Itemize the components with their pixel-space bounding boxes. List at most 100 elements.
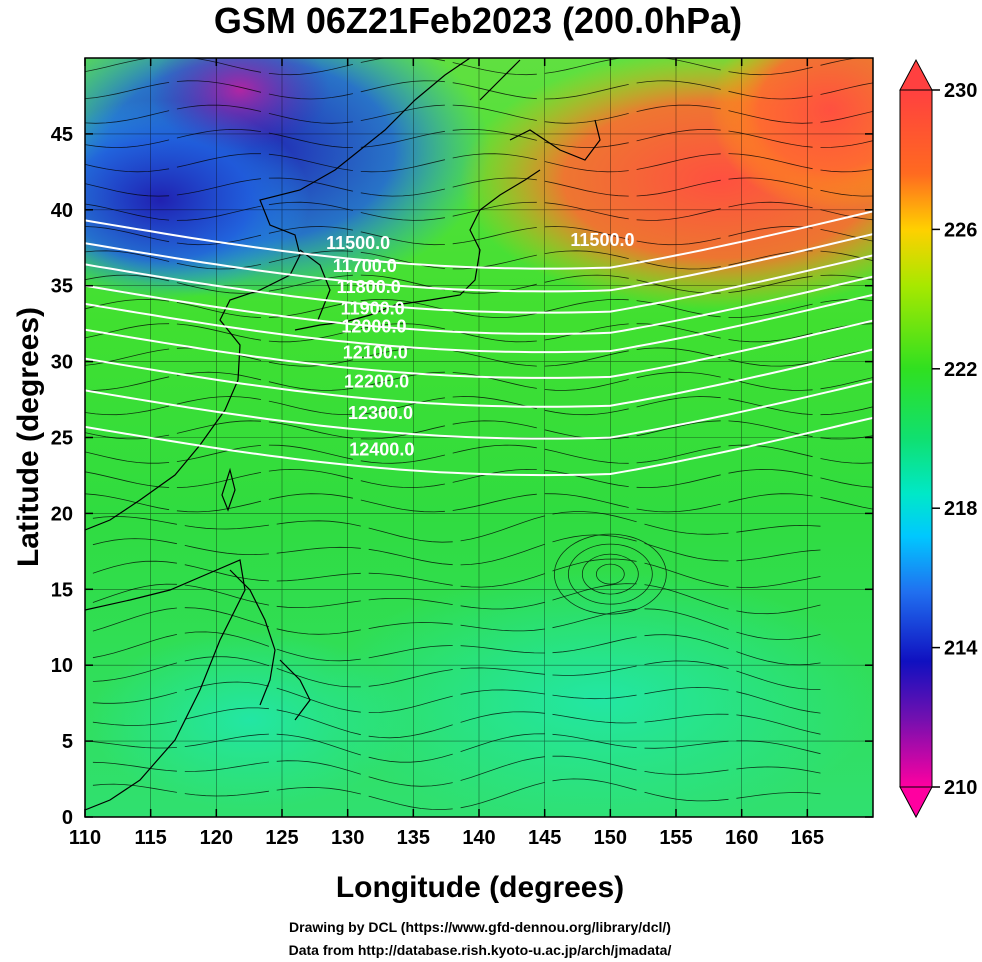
streamline [452,201,537,217]
y-tick-label: 20 [51,503,73,525]
streamline [176,396,262,405]
streamline [360,480,445,489]
contour-line [85,319,873,379]
streamline [736,524,821,533]
credit-drawing: Drawing by DCL (https://www.gfd-dennou.o… [289,919,671,935]
streamline [460,573,545,588]
streamline [552,713,637,724]
y-tick-label: 15 [51,579,73,601]
contour-labels: 11500.0 11500.0 11700.011800.011900.012000… [326,230,634,459]
contour-label: 11800.0 [337,277,401,297]
streamline [636,347,721,359]
streamline [176,472,262,488]
streamline [276,520,361,527]
streamline [360,397,445,415]
streamline [728,275,813,293]
streamline [820,250,873,262]
streamline [644,791,729,802]
streamline [92,741,177,749]
streamline [544,113,629,124]
y-tick-label: 25 [51,428,73,450]
streamline [452,444,537,454]
y-tick-label: 5 [62,731,73,753]
streamline [644,523,729,535]
x-tick-label: 160 [725,827,758,849]
streamline [276,668,361,688]
contour-label: 11500.0 [326,233,390,253]
streamline [368,572,453,586]
streamline [176,302,262,318]
streamline [268,468,353,480]
streamline [268,444,353,460]
streamline [460,711,545,723]
streamline [636,208,721,221]
streamline [368,622,453,629]
streamline [452,283,537,294]
streamline [452,350,537,367]
streamline [268,359,353,367]
streamline [452,128,537,141]
x-tick-label: 165 [791,827,824,849]
streamline [360,298,445,310]
streamline [268,330,353,343]
streamline [452,153,537,160]
streamline [92,783,177,793]
streamline [452,330,537,343]
streamline [728,398,813,415]
streamline [728,332,813,343]
x-tick-label: 125 [265,827,298,849]
streamline [176,323,262,341]
streamline [368,776,453,787]
streamline [276,687,361,713]
streamline [636,237,721,246]
streamline [544,274,629,283]
streamline [728,303,813,318]
streamline [728,468,813,477]
streamline [92,560,177,574]
streamline [544,141,629,149]
streamline [85,471,170,488]
streamline [452,227,537,245]
y-tick-label: 30 [51,352,73,374]
streamline [728,130,813,148]
streamline [552,608,637,629]
streamline [360,454,445,464]
streamline [644,769,729,775]
x-axis-title: Longitude (degrees) [336,871,624,904]
streamline [820,458,873,464]
streamline [176,371,262,381]
streamline [85,323,170,339]
contour-label: 11500.0 [570,230,634,250]
x-tick-label: 145 [528,827,561,849]
streamline [636,260,721,270]
streamline [544,379,629,391]
streamline [92,607,177,632]
streamline [644,543,729,562]
streamline [276,648,361,662]
streamline [184,524,269,530]
colorbar: 230 226 222 218 214 210 [899,58,978,819]
contour-line [85,275,873,335]
streamline [452,62,537,76]
x-tick-label: 120 [200,827,233,849]
streamline [85,82,170,99]
streamline [368,548,453,566]
streamline [728,420,813,438]
streamline [184,707,269,720]
colorbar-label: 214 [944,638,978,660]
streamline [189,58,262,73]
streamline [92,538,177,546]
streamline [276,760,361,775]
colorbar-label: 222 [944,359,977,381]
streamline [544,58,625,74]
colorbar-label: 226 [944,219,977,241]
streamline [184,545,269,556]
streamline [360,212,445,221]
contour-line [85,210,873,270]
map-title: GSM 06Z21Feb2023 (200.0hPa) [214,0,742,41]
streamline [92,691,178,704]
contour-line [85,293,873,354]
colorbar-label: 210 [944,777,977,799]
streamline [452,372,537,389]
streamline [184,761,269,772]
